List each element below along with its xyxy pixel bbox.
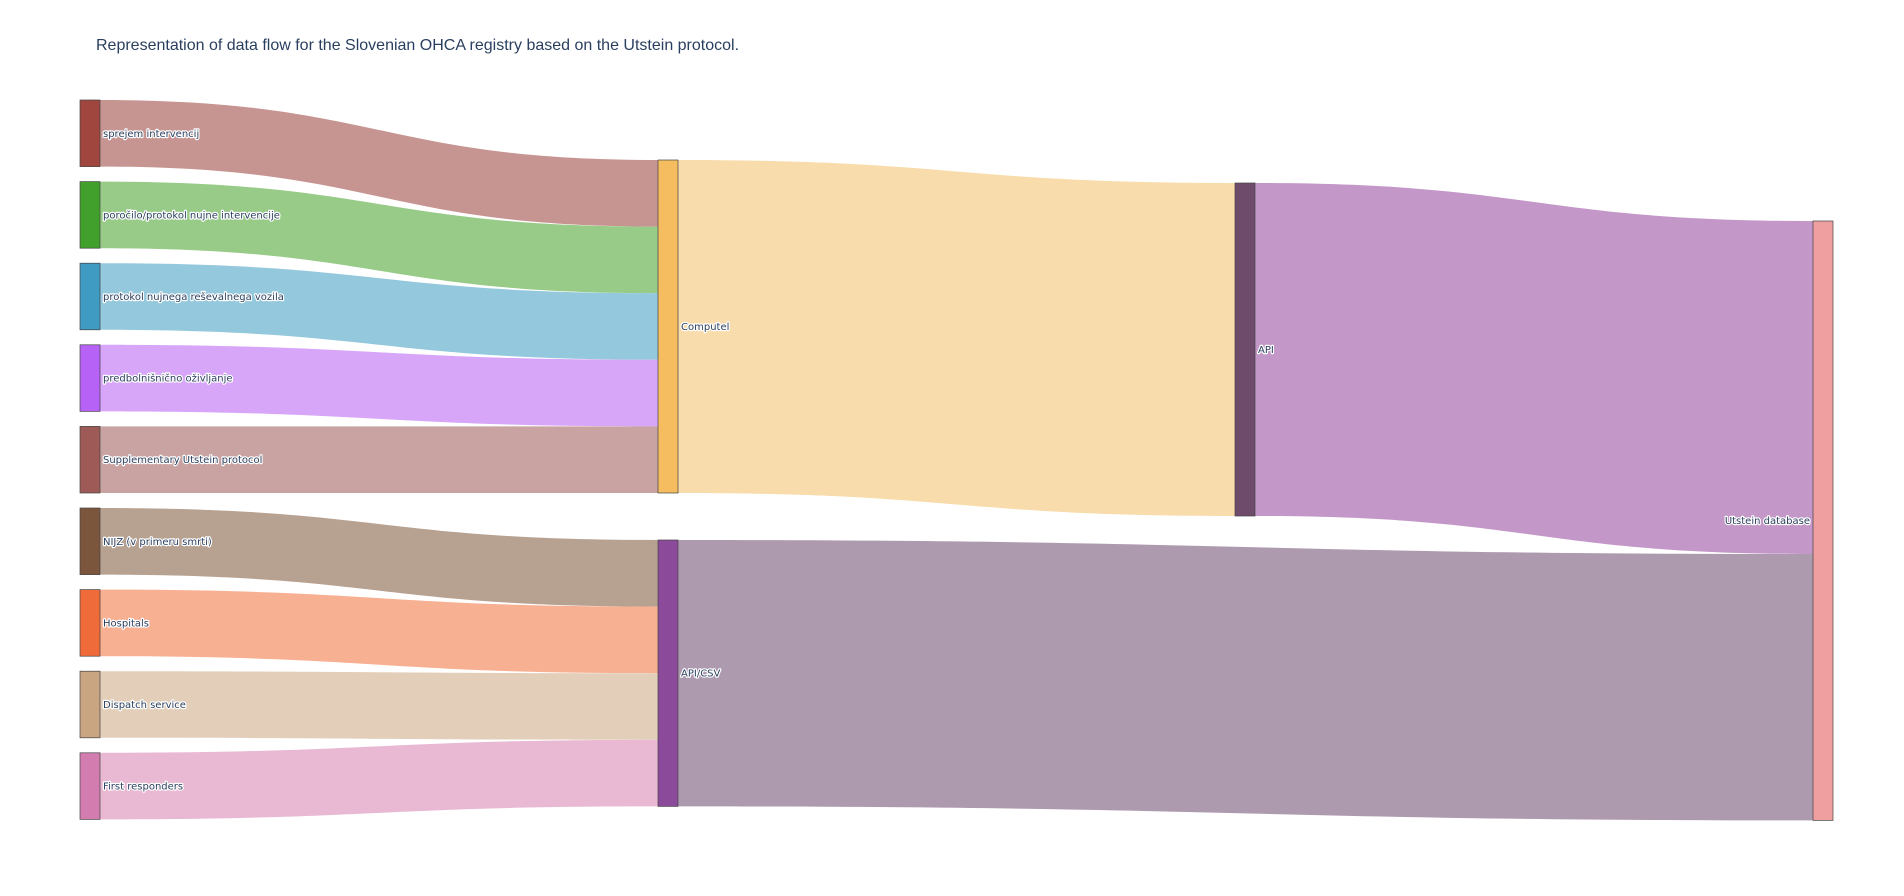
link-porocilo-to-computel[interactable] — [100, 181, 658, 294]
node-apicsv[interactable] — [657, 539, 679, 807]
node-first[interactable] — [79, 752, 101, 820]
node-label-sprejem: sprejem intervencij — [103, 129, 199, 140]
link-supp-to-computel[interactable] — [100, 426, 658, 493]
node-protokol[interactable] — [79, 262, 101, 331]
node-predbol[interactable] — [79, 344, 101, 412]
link-hosp-to-apicsv[interactable] — [100, 589, 658, 674]
node-label-dispatch: Dispatch service — [103, 700, 186, 711]
nodes-layer — [79, 99, 1834, 821]
node-label-utstein: Utstein database — [1725, 516, 1810, 527]
chart-title: Representation of data flow for the Slov… — [96, 37, 739, 54]
links-layer — [100, 100, 1813, 821]
labels-layer: sprejem intervencij poročilo/protokol nuj… — [102, 128, 1811, 794]
node-porocilo[interactable] — [79, 181, 101, 249]
link-sprejem-to-computel[interactable] — [100, 100, 658, 227]
node-label-nijz: NIJZ (v primeru smrti) — [103, 537, 212, 548]
node-hosp[interactable] — [79, 589, 101, 657]
link-predbol-to-computel[interactable] — [100, 344, 658, 427]
link-api-to-utstein[interactable] — [1255, 183, 1813, 554]
node-label-predbol: predbolnišnično oživljanje — [103, 373, 233, 385]
node-label-computel: Computel — [681, 322, 729, 333]
node-label-api: API — [1258, 345, 1274, 356]
node-supp[interactable] — [79, 426, 101, 494]
link-apicsv-to-utstein[interactable] — [678, 540, 1813, 821]
node-label-first: First responders — [103, 782, 183, 793]
node-dispatch[interactable] — [79, 670, 101, 739]
link-protokol-to-computel[interactable] — [100, 263, 658, 360]
node-sprejem[interactable] — [79, 99, 101, 167]
node-label-hosp: Hospitals — [103, 618, 149, 629]
link-first-to-apicsv[interactable] — [100, 739, 658, 820]
node-api[interactable] — [1234, 182, 1256, 517]
node-label-protokol: protokol nujnega reševalnega vozila — [103, 291, 284, 303]
node-label-supp: Supplementary Utstein protocol — [103, 455, 262, 466]
link-nijz-to-apicsv[interactable] — [100, 508, 658, 607]
node-label-porocilo: poročilo/protokol nujne intervencije — [103, 209, 280, 221]
node-nijz[interactable] — [79, 507, 101, 575]
link-dispatch-to-apicsv[interactable] — [100, 671, 658, 740]
node-utstein[interactable] — [1812, 220, 1834, 821]
node-label-apicsv: API/CSV — [681, 669, 721, 680]
node-computel[interactable] — [657, 159, 679, 494]
link-computel-to-api[interactable] — [678, 160, 1235, 516]
